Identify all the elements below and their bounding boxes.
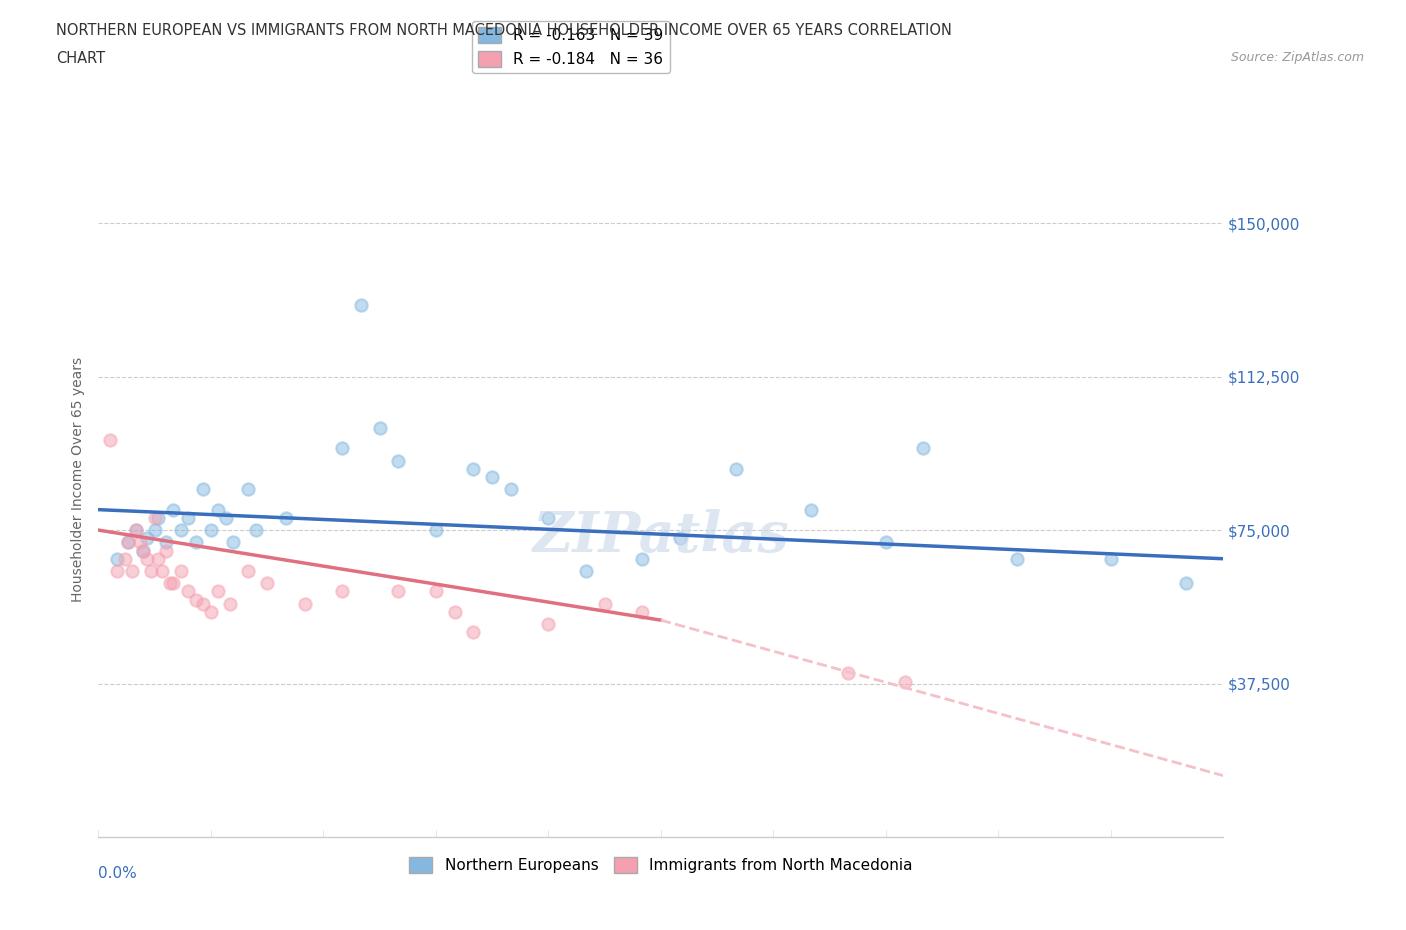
Point xyxy=(125,523,148,538)
Point xyxy=(148,511,170,525)
Point xyxy=(136,531,159,546)
Point xyxy=(800,502,823,517)
Point xyxy=(294,596,316,611)
Point xyxy=(724,461,747,476)
Point xyxy=(207,502,229,517)
Point xyxy=(387,453,409,468)
Point xyxy=(207,584,229,599)
Point xyxy=(575,564,598,578)
Point xyxy=(148,551,170,566)
Point xyxy=(193,596,215,611)
Text: NORTHERN EUROPEAN VS IMMIGRANTS FROM NORTH MACEDONIA HOUSEHOLDER INCOME OVER 65 : NORTHERN EUROPEAN VS IMMIGRANTS FROM NOR… xyxy=(56,23,952,38)
Point xyxy=(274,511,297,525)
Point xyxy=(425,523,447,538)
Point xyxy=(193,482,215,497)
Point xyxy=(132,543,155,558)
Point xyxy=(121,564,143,578)
Point xyxy=(170,523,193,538)
Point xyxy=(170,564,193,578)
Point xyxy=(481,470,503,485)
Point xyxy=(463,625,485,640)
Point xyxy=(162,576,184,591)
Point xyxy=(350,298,373,312)
Point xyxy=(875,535,897,550)
Point xyxy=(218,596,240,611)
Point xyxy=(200,604,222,619)
Point xyxy=(668,531,690,546)
Point xyxy=(499,482,522,497)
Point xyxy=(105,564,128,578)
Point xyxy=(184,592,207,607)
Point xyxy=(222,535,245,550)
Point xyxy=(139,564,162,578)
Point xyxy=(98,432,121,447)
Point xyxy=(837,666,859,681)
Point xyxy=(143,523,166,538)
Point xyxy=(1099,551,1122,566)
Point xyxy=(177,584,200,599)
Point xyxy=(238,482,260,497)
Point xyxy=(387,584,409,599)
Point xyxy=(128,535,150,550)
Point xyxy=(200,523,222,538)
Point xyxy=(1005,551,1028,566)
Point xyxy=(245,523,267,538)
Point xyxy=(330,441,353,456)
Point xyxy=(143,511,166,525)
Point xyxy=(117,535,139,550)
Point xyxy=(256,576,278,591)
Point xyxy=(893,674,915,689)
Point xyxy=(177,511,200,525)
Point xyxy=(330,584,353,599)
Point xyxy=(593,596,616,611)
Point xyxy=(631,604,654,619)
Point xyxy=(425,584,447,599)
Point xyxy=(1174,576,1197,591)
Point xyxy=(159,576,181,591)
Text: ZIPatlas: ZIPatlas xyxy=(533,509,789,564)
Point xyxy=(132,543,155,558)
Point xyxy=(463,461,485,476)
Point xyxy=(631,551,654,566)
Point xyxy=(114,551,136,566)
Point xyxy=(912,441,935,456)
Point xyxy=(443,604,465,619)
Point xyxy=(117,535,139,550)
Point xyxy=(155,543,177,558)
Point xyxy=(105,551,128,566)
Point xyxy=(155,535,177,550)
Point xyxy=(184,535,207,550)
Point xyxy=(136,551,159,566)
Text: Source: ZipAtlas.com: Source: ZipAtlas.com xyxy=(1230,51,1364,64)
Legend: Northern Europeans, Immigrants from North Macedonia: Northern Europeans, Immigrants from Nort… xyxy=(404,851,918,880)
Text: 0.0%: 0.0% xyxy=(98,866,138,881)
Y-axis label: Householder Income Over 65 years: Householder Income Over 65 years xyxy=(70,356,84,602)
Text: CHART: CHART xyxy=(56,51,105,66)
Point xyxy=(238,564,260,578)
Point xyxy=(368,420,391,435)
Point xyxy=(537,617,560,631)
Point xyxy=(215,511,238,525)
Point xyxy=(537,511,560,525)
Point xyxy=(150,564,173,578)
Point xyxy=(125,523,148,538)
Point xyxy=(162,502,184,517)
